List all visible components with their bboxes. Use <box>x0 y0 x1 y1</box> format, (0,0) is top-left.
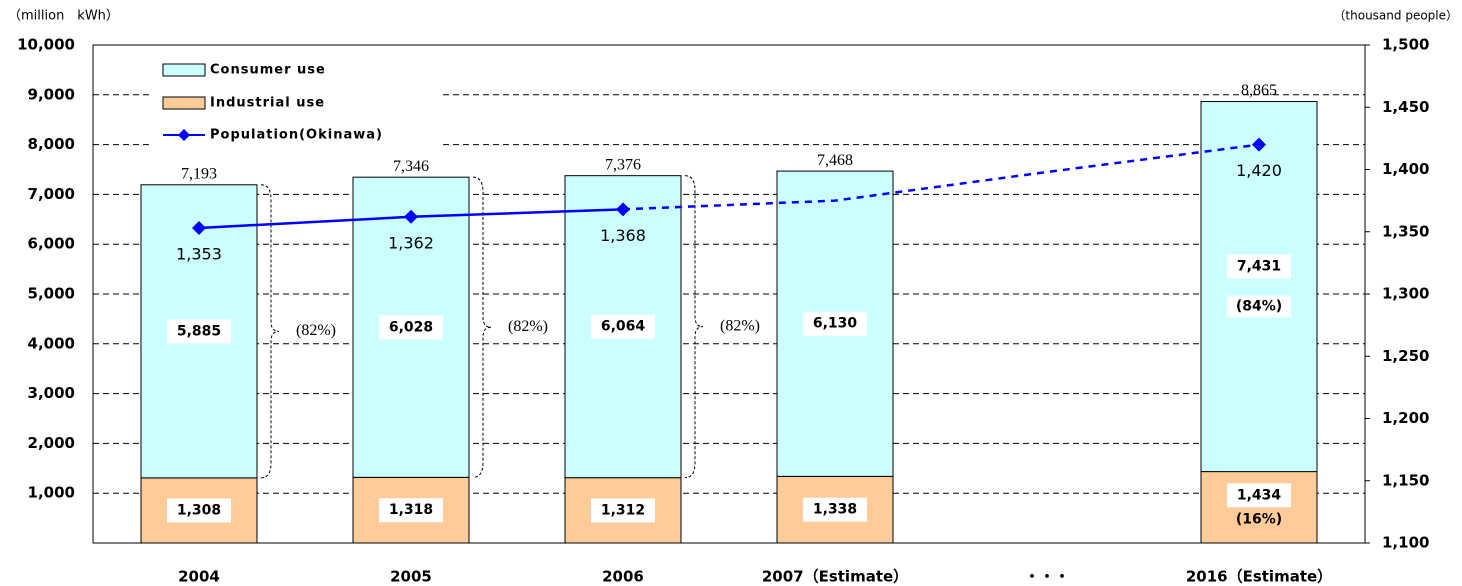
value-label: 1,318 <box>389 502 433 518</box>
share-label: (84%) <box>1236 299 1282 315</box>
value-label: 1,338 <box>813 502 857 518</box>
total-label: 8,865 <box>1241 82 1277 99</box>
brace-label: (82%) <box>508 318 548 335</box>
value-label: 7,431 <box>1237 259 1281 275</box>
y2-tick-label: 1,200 <box>1382 409 1429 427</box>
y2-tick-label: 1,250 <box>1382 347 1429 365</box>
y2-tick-label: 1,300 <box>1382 285 1429 303</box>
value-label-box <box>803 497 867 522</box>
brace <box>684 175 704 479</box>
population-line-estimate <box>622 143 1260 211</box>
population-marker <box>1252 137 1266 152</box>
value-label-box <box>1227 483 1291 508</box>
x-tick-label: ・・・ <box>1024 568 1069 586</box>
y-tick-label: 5,000 <box>28 285 75 303</box>
value-label-box <box>379 498 443 523</box>
value-label: 6,130 <box>813 316 858 332</box>
x-tick-label: 2006 <box>602 568 644 586</box>
plot-border <box>92 44 1366 544</box>
population-label: 1,353 <box>176 245 222 264</box>
y2-tick-label: 1,450 <box>1382 98 1429 116</box>
y2-tick-label: 1,500 <box>1382 36 1429 54</box>
brace <box>472 176 492 478</box>
y2-axis-label: （thousand people） <box>1333 9 1458 23</box>
value-label-box <box>591 498 655 523</box>
y-tick-label: 9,000 <box>28 85 75 103</box>
y2-tick-label: 1,100 <box>1382 534 1429 552</box>
total-label: 7,468 <box>817 152 853 169</box>
value-label: 6,028 <box>389 319 433 335</box>
y-tick-label: 7,000 <box>28 185 75 203</box>
population-marker <box>192 221 206 236</box>
total-label: 7,376 <box>605 156 641 173</box>
population-marker <box>404 209 418 224</box>
value-label-box <box>167 319 231 344</box>
brace-label: (82%) <box>720 317 760 334</box>
y2-tick-label: 1,350 <box>1382 222 1429 240</box>
brace-label: (82%) <box>296 322 336 339</box>
value-label-box <box>167 498 231 523</box>
x-tick-label: 2007（Estimate） <box>762 568 908 586</box>
y-tick-label: 2,000 <box>28 434 75 452</box>
y-axis-label: （million kWh） <box>8 9 119 24</box>
x-tick-label: 2016（Estimate） <box>1186 568 1332 586</box>
brace <box>260 184 280 479</box>
legend-label: Industrial use <box>210 96 325 111</box>
x-tick-label: 2004 <box>178 568 220 586</box>
population-marker <box>616 202 630 217</box>
x-tick-label: 2005 <box>390 568 432 586</box>
value-label-box <box>803 311 867 336</box>
population-label: 1,420 <box>1236 161 1282 180</box>
total-label: 7,193 <box>181 165 217 182</box>
bar-consumer <box>1200 101 1318 473</box>
value-label: 1,312 <box>601 502 645 518</box>
legend-label: Population(Okinawa) <box>210 128 383 143</box>
y2-tick-label: 1,400 <box>1382 160 1429 178</box>
value-label-box <box>1227 254 1291 279</box>
share-label-box <box>1227 295 1291 318</box>
y-tick-label: 3,000 <box>28 384 75 402</box>
total-label: 7,346 <box>393 158 429 175</box>
y-tick-label: 6,000 <box>28 235 75 253</box>
population-label: 1,362 <box>388 233 434 252</box>
y-tick-label: 8,000 <box>28 135 75 153</box>
value-label-box <box>591 314 655 339</box>
value-label: 5,885 <box>177 323 221 339</box>
value-label-box <box>379 315 443 340</box>
legend-marker <box>178 129 190 141</box>
value-label: 1,308 <box>177 502 221 518</box>
legend-swatch <box>162 63 206 77</box>
y-tick-label: 4,000 <box>28 334 75 352</box>
value-label: 1,434 <box>1237 487 1282 503</box>
value-label: 6,064 <box>601 319 646 335</box>
y-tick-label: 10,000 <box>17 36 75 54</box>
y-tick-label: 1,000 <box>28 484 75 502</box>
population-label: 1,368 <box>600 226 646 245</box>
share-label: (16%) <box>1236 511 1282 527</box>
legend-swatch <box>162 96 206 110</box>
legend-label: Consumer use <box>210 63 326 78</box>
y2-tick-label: 1,150 <box>1382 471 1429 489</box>
